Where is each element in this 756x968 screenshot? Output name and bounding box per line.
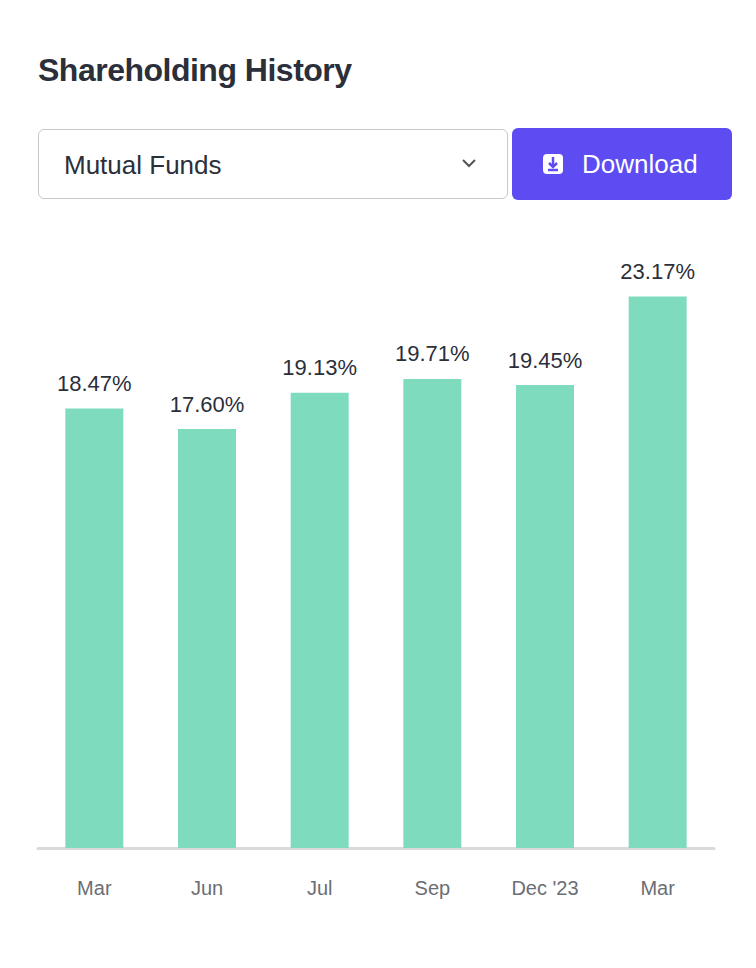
svg-text:19.71%: 19.71% xyxy=(395,341,470,366)
html-text:Shareholding History: Shareholding History xyxy=(38,52,352,88)
svg-text:18.47%: 18.47% xyxy=(57,371,132,396)
svg-text:19.45%: 19.45% xyxy=(508,348,583,373)
svg-text:Mar: Mar xyxy=(640,877,675,899)
html-text:Mutual Funds: Mutual Funds xyxy=(64,150,222,180)
svg-text:Sep: Sep xyxy=(415,877,451,899)
svg-text:Dec '23: Dec '23 xyxy=(511,877,578,899)
html-text:Download: Download xyxy=(582,149,698,179)
svg-text:Jul: Jul xyxy=(307,877,333,899)
svg-text:23.17%: 23.17% xyxy=(620,259,695,284)
svg-text:Mar: Mar xyxy=(77,877,112,899)
svg-text:Jun: Jun xyxy=(191,877,223,899)
svg-text:19.13%: 19.13% xyxy=(282,355,357,380)
svg-text:17.60%: 17.60% xyxy=(170,392,245,417)
